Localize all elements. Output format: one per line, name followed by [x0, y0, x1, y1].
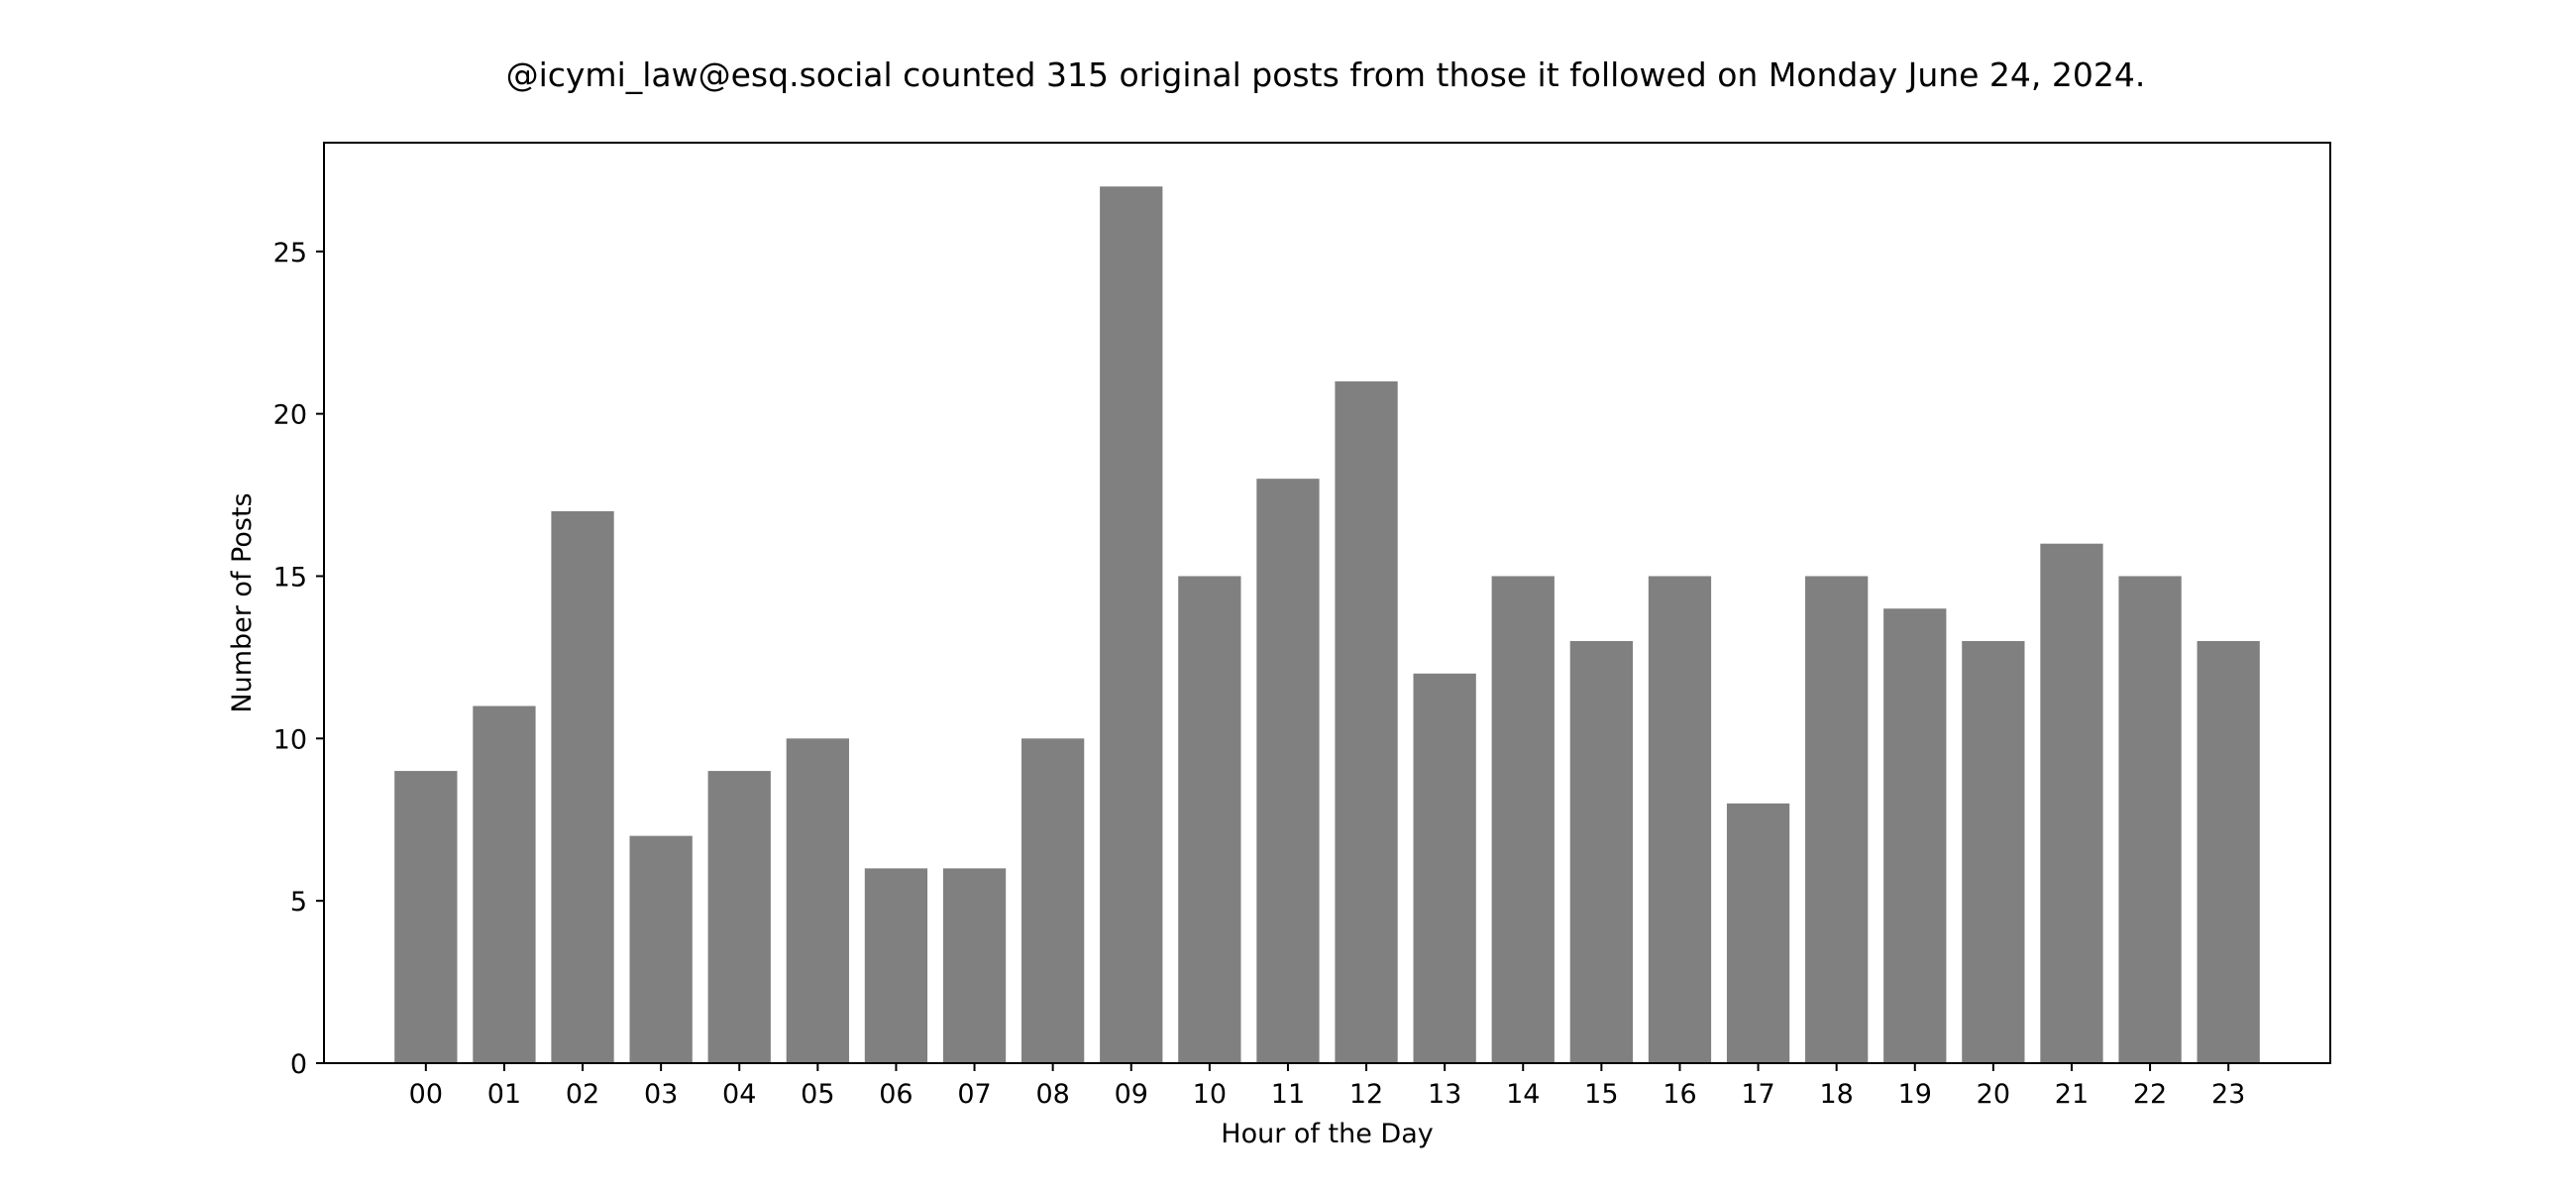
x-axis-ticks: 00 01 02 03 04 05 06 07 08 09 10 11 12 13 14 15 16 17 18 19… [409, 1063, 2245, 1110]
bar-hour-01 [473, 705, 536, 1063]
plot-area-frame [323, 142, 2331, 1064]
bar-hour-20 [1962, 641, 2025, 1063]
chart-title: @icymi_law@esq.social counted 315 origin… [506, 55, 2146, 94]
y-tick-label: 20 [273, 400, 307, 431]
bar-hour-23 [2197, 641, 2260, 1063]
bars-group [394, 186, 2260, 1064]
x-tick-label: 08 [1035, 1079, 1069, 1110]
bar-hour-09 [1100, 186, 1163, 1064]
x-tick-label: 21 [2055, 1079, 2089, 1110]
x-tick-label: 17 [1741, 1079, 1774, 1110]
x-tick-label: 18 [1819, 1079, 1853, 1110]
bar-hour-07 [942, 868, 1007, 1063]
bar-hour-22 [2118, 576, 2182, 1063]
y-tick-label: 10 [273, 724, 307, 755]
bar-hour-08 [1021, 738, 1085, 1063]
bar-hour-04 [707, 771, 771, 1063]
y-axis-label: Number of Posts [227, 492, 258, 712]
x-tick-label: 19 [1898, 1079, 1932, 1110]
y-axis-ticks: 0 5 10 15 20 25 [273, 238, 324, 1080]
x-tick-label: 15 [1584, 1079, 1618, 1110]
bar-hour-16 [1648, 576, 1712, 1063]
bar-hour-18 [1805, 576, 1869, 1063]
x-tick-label: 04 [722, 1079, 756, 1110]
x-tick-label: 05 [801, 1079, 834, 1110]
bar-hour-02 [551, 510, 614, 1063]
y-tick-label: 0 [290, 1049, 307, 1080]
x-tick-label: 11 [1271, 1079, 1305, 1110]
bar-hour-03 [629, 835, 693, 1063]
x-tick-label: 14 [1506, 1079, 1540, 1110]
x-axis-label: Hour of the Day [1221, 1119, 1433, 1149]
x-tick-label: 02 [566, 1079, 599, 1110]
x-tick-label: 16 [1663, 1079, 1696, 1110]
bar-hour-19 [1883, 608, 1947, 1063]
bar-hour-21 [2040, 543, 2103, 1063]
x-tick-label: 12 [1349, 1079, 1383, 1110]
bar-hour-00 [394, 771, 458, 1063]
x-tick-label: 23 [2211, 1079, 2245, 1110]
y-tick-label: 15 [273, 562, 307, 593]
bar-hour-11 [1256, 479, 1320, 1063]
bar-hour-14 [1491, 576, 1555, 1063]
x-tick-label: 06 [879, 1079, 912, 1110]
x-tick-label: 20 [1977, 1079, 2010, 1110]
bar-hour-15 [1569, 641, 1633, 1063]
x-tick-label: 07 [957, 1079, 991, 1110]
bar-hour-17 [1726, 803, 1790, 1063]
x-tick-label: 00 [409, 1079, 443, 1110]
bar-hour-10 [1178, 576, 1241, 1063]
x-tick-label: 22 [2133, 1079, 2167, 1110]
x-tick-label: 13 [1428, 1079, 1461, 1110]
bar-hour-12 [1335, 380, 1398, 1064]
y-tick-label: 5 [290, 887, 307, 918]
x-tick-label: 09 [1115, 1079, 1148, 1110]
bar-hour-13 [1413, 673, 1476, 1063]
bar-hour-05 [786, 738, 849, 1063]
x-tick-label: 03 [644, 1079, 678, 1110]
bar-hour-06 [864, 868, 928, 1063]
x-tick-label: 10 [1193, 1079, 1227, 1110]
y-tick-label: 25 [273, 238, 307, 269]
x-tick-label: 01 [487, 1079, 521, 1110]
